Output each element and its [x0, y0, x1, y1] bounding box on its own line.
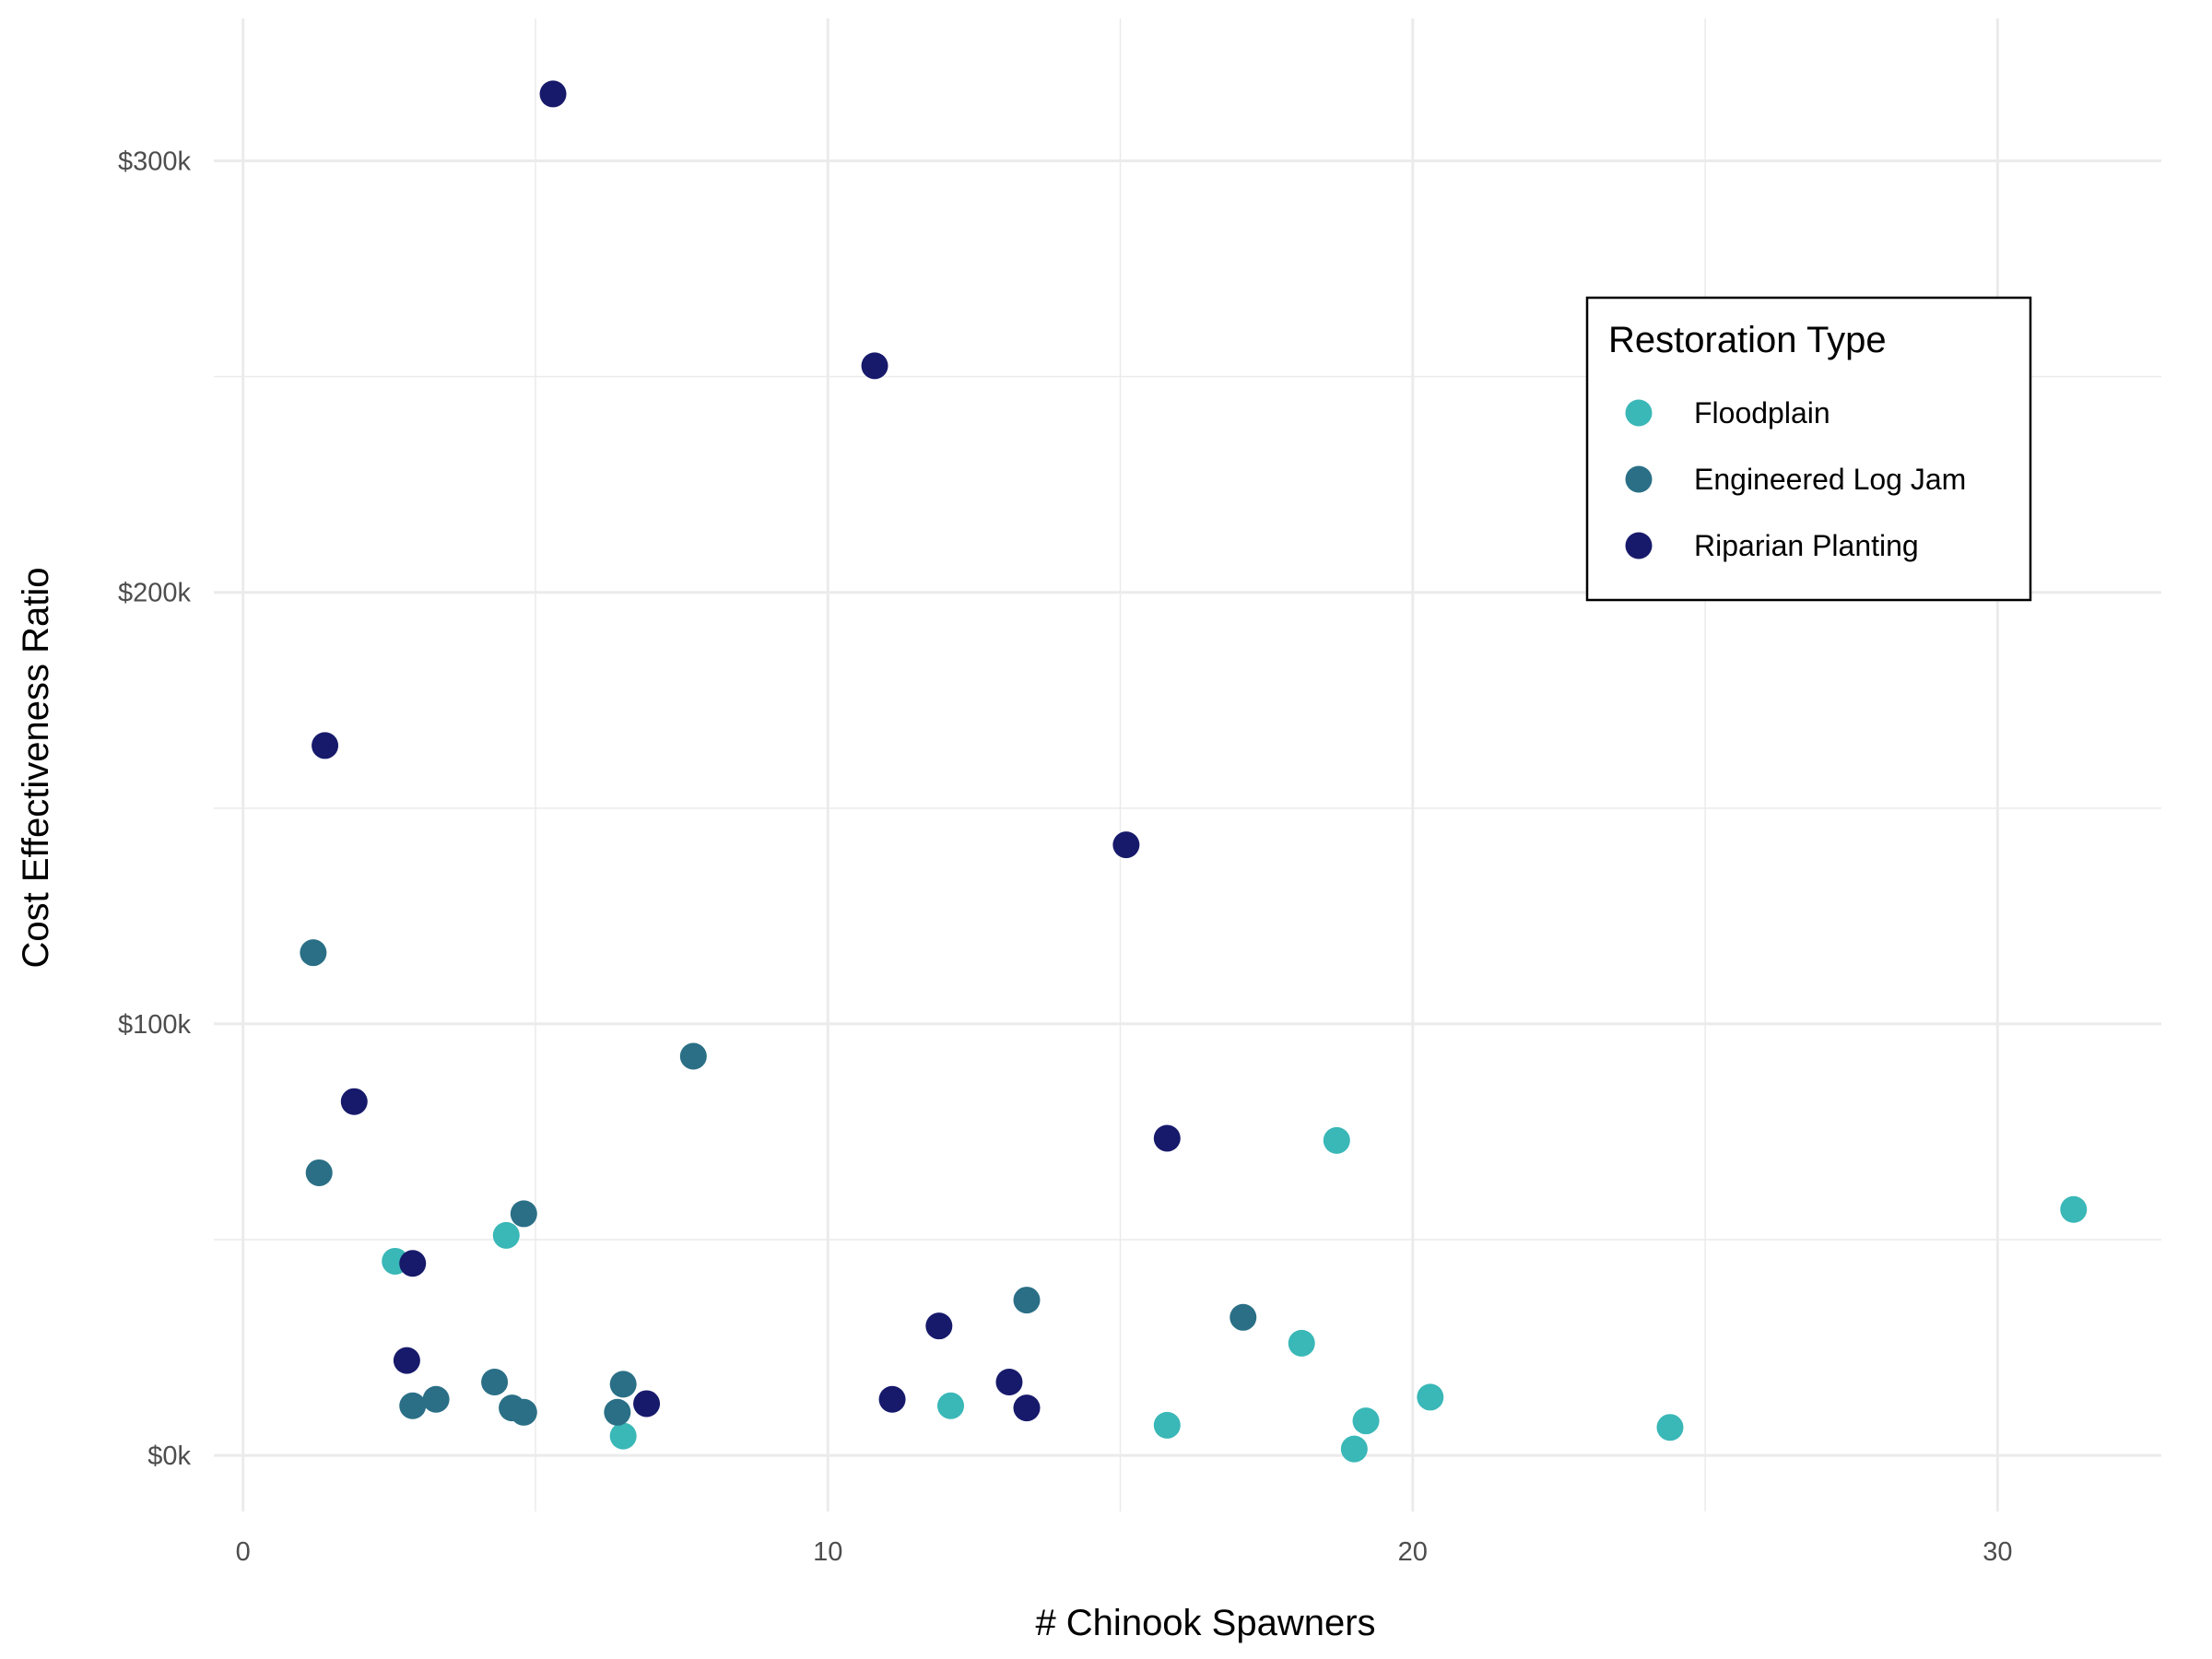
point-engineered-log-jam: [609, 1371, 637, 1398]
point-riparian-planting: [1013, 1394, 1041, 1422]
point-engineered-log-jam: [604, 1398, 631, 1426]
legend-label-engineered-log-jam: Engineered Log Jam: [1694, 463, 1966, 496]
major-gridlines: [214, 18, 2161, 1512]
point-floodplain: [1656, 1414, 1684, 1441]
point-riparian-planting: [878, 1385, 906, 1413]
legend-label-riparian-planting: Riparian Planting: [1694, 529, 1919, 562]
x-tick-label: 20: [1398, 1537, 1428, 1567]
point-floodplain: [1352, 1407, 1380, 1435]
point-riparian-planting: [1153, 1124, 1181, 1152]
point-engineered-log-jam: [481, 1369, 509, 1396]
point-riparian-planting: [393, 1347, 420, 1374]
y-axis-tick-labels: $0k $100k $200k $300k: [118, 147, 192, 1472]
legend-key-engineered-log-jam: [1625, 465, 1653, 493]
point-riparian-planting: [539, 80, 567, 108]
point-floodplain: [492, 1221, 520, 1249]
legend-key-floodplain: [1625, 399, 1653, 427]
point-riparian-planting: [312, 732, 339, 759]
legend-label-floodplain: Floodplain: [1694, 396, 1830, 429]
legend-box: [1585, 296, 2032, 602]
x-axis-title: # Chinook Spawners: [1035, 1603, 1375, 1643]
point-engineered-log-jam: [399, 1392, 427, 1419]
point-engineered-log-jam: [1230, 1303, 1257, 1331]
point-riparian-planting: [633, 1390, 661, 1418]
legend-items: Floodplain Engineered Log Jam Riparian Pla…: [1625, 396, 1966, 562]
x-axis-tick-labels: 0 10 20 30: [236, 1537, 2013, 1567]
point-engineered-log-jam: [679, 1042, 707, 1070]
legend-key-riparian-planting: [1625, 532, 1653, 559]
point-floodplain: [1288, 1329, 1315, 1357]
y-tick-label: $0k: [147, 1441, 191, 1471]
point-riparian-planting: [340, 1088, 368, 1115]
y-axis-title: Cost Effectiveness Ratio: [16, 567, 56, 968]
point-riparian-planting: [995, 1369, 1023, 1396]
point-engineered-log-jam: [422, 1385, 450, 1413]
point-engineered-log-jam: [305, 1159, 333, 1186]
x-tick-label: 30: [1983, 1537, 2012, 1567]
y-tick-label: $100k: [118, 1010, 192, 1040]
y-tick-label: $200k: [118, 579, 192, 608]
data-points: [300, 80, 2088, 1463]
x-tick-label: 0: [236, 1537, 251, 1567]
point-floodplain: [1417, 1383, 1444, 1411]
point-floodplain: [1323, 1126, 1350, 1154]
point-engineered-log-jam: [510, 1200, 537, 1228]
point-engineered-log-jam: [1013, 1287, 1041, 1314]
point-engineered-log-jam: [510, 1398, 537, 1426]
y-tick-label: $300k: [118, 147, 192, 177]
point-engineered-log-jam: [300, 939, 327, 967]
point-riparian-planting: [925, 1312, 953, 1340]
point-floodplain: [609, 1422, 637, 1450]
point-riparian-planting: [1112, 831, 1140, 859]
minor-gridlines: [214, 18, 2161, 1512]
x-tick-label: 10: [813, 1537, 842, 1567]
point-floodplain: [1153, 1411, 1181, 1439]
legend-title: Restoration Type: [1608, 320, 1887, 360]
point-riparian-planting: [399, 1250, 427, 1277]
point-floodplain: [2060, 1195, 2088, 1223]
point-floodplain: [1340, 1435, 1368, 1463]
point-floodplain: [937, 1392, 965, 1419]
point-riparian-planting: [861, 352, 888, 380]
legend: Restoration Type Floodplain Engineered Lo…: [1585, 296, 2032, 602]
